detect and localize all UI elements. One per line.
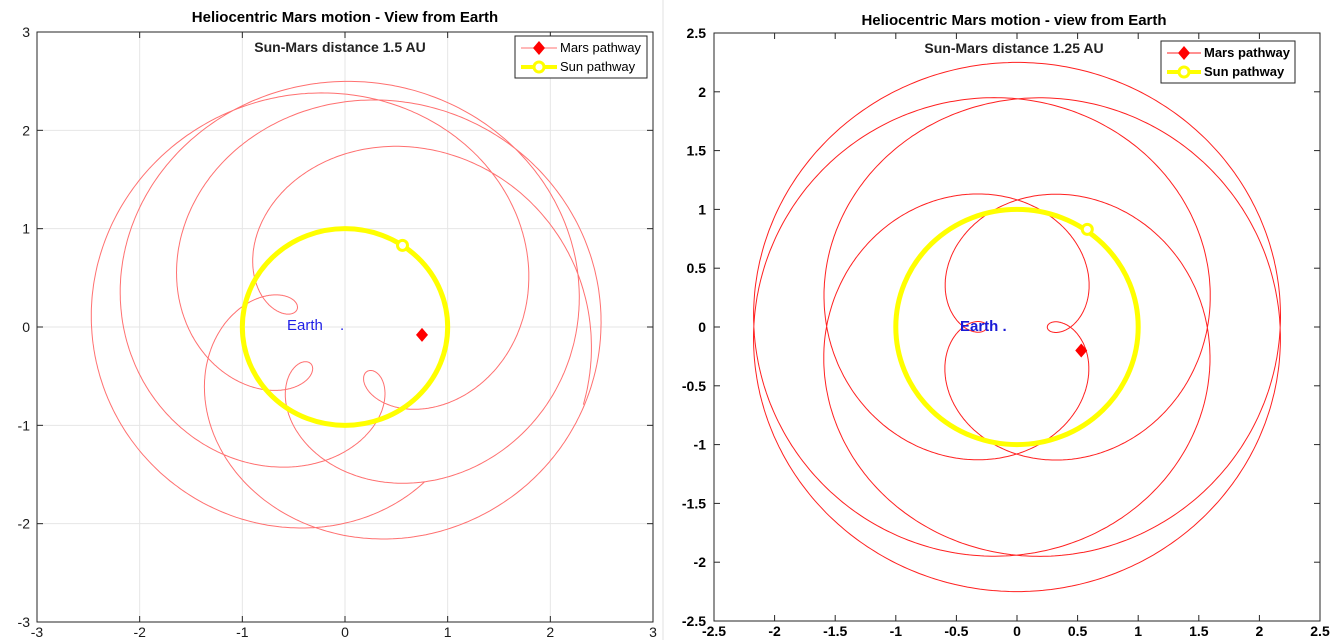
left-chart: -3 -2 -1 0 1 2 3 -3 -2 -1 0 1 2 3 Heliocentric Mars m… [18,9,658,640]
left-ytick-label-4: 1 [22,221,30,237]
left-legend-sun-label: Sun pathway [560,59,636,74]
right-xtick-label-1: -2 [768,623,781,639]
left-chart-title: Heliocentric Mars motion - View from Ear… [192,9,498,26]
left-chart-panel: -3 -2 -1 0 1 2 3 -3 -2 -1 0 1 2 3 Heliocentric Mars m… [0,0,662,640]
left-earth-dot: . [340,317,344,334]
right-xtick-label-0: -2.5 [702,623,726,639]
right-chart-panel: -2.5 -2 -1.5 -1 -0.5 0 0.5 1 1.5 2 2.5 -2.5 -2 -1.5 -1… [664,0,1334,640]
panel-divider [662,0,664,640]
left-earth-label: Earth [287,317,323,334]
right-mars-pathway [753,61,1281,593]
left-xtick-label-3: 0 [341,624,349,640]
right-ytick-label-7: 1 [698,201,706,217]
right-chart: -2.5 -2 -1.5 -1 -0.5 0 0.5 1 1.5 2 2.5 -2.5 -2 -1.5 -1… [682,12,1330,639]
right-xtick-label-5: 0 [1013,623,1021,639]
left-ticks: -3 -2 -1 0 1 2 3 -3 -2 -1 0 1 2 3 [18,24,658,640]
left-sun-marker [395,238,409,252]
left-xtick-label-2: -1 [236,624,249,640]
right-legend-mars-label: Mars pathway [1204,45,1291,60]
right-legend-sun-marker [1177,65,1191,79]
right-ytick-label-10: 2.5 [687,25,707,41]
left-ytick-label-5: 2 [22,122,30,138]
right-legend-mars-marker [1178,46,1190,60]
left-mars-marker [416,327,428,342]
right-earth-label: Earth . [960,318,1007,335]
left-ytick-label-0: -3 [18,614,31,630]
right-ticks: -2.5 -2 -1.5 -1 -0.5 0 0.5 1 1.5 2 2.5 -2.5 -2 -1.5 -1… [682,25,1330,639]
right-xtick-label-4: -0.5 [944,623,968,639]
left-xtick-label-1: -2 [133,624,146,640]
right-legend: Mars pathway Sun pathway [1160,40,1296,84]
left-sun-pathway [239,226,451,428]
left-xtick-label-5: 2 [546,624,554,640]
left-ytick-label-2: -1 [18,417,31,433]
right-xtick-label-8: 1.5 [1189,623,1209,639]
left-mars-pathway [90,80,602,540]
right-ytick-label-1: -2 [694,554,707,570]
right-legend-sun-label: Sun pathway [1204,64,1285,79]
left-ytick-label-6: 3 [22,24,30,40]
right-sun-pathway-group [893,206,1141,448]
left-ytick-label-3: 0 [22,319,30,335]
left-ytick-label-1: -2 [18,516,31,532]
right-xtick-label-9: 2 [1256,623,1264,639]
right-ytick-label-8: 1.5 [687,143,707,159]
right-sun-pathway [893,206,1141,448]
right-plot-background [714,33,1320,621]
left-chart-subtitle: Sun-Mars distance 1.5 AU [254,39,425,55]
left-xtick-label-4: 1 [444,624,452,640]
right-markers-group [1075,222,1094,358]
right-ytick-label-3: -1 [694,437,707,453]
right-ytick-label-6: 0.5 [687,260,707,276]
right-mars-marker [1075,343,1088,358]
right-ytick-label-4: -0.5 [682,378,706,394]
right-sun-marker [1080,222,1094,236]
right-xtick-label-7: 1 [1134,623,1142,639]
right-ytick-label-9: 2 [698,84,706,100]
right-ytick-label-2: -1.5 [682,495,706,511]
left-mars-pathway-group [90,80,602,540]
right-ytick-label-5: 0 [698,319,706,335]
left-xtick-label-0: -3 [31,624,44,640]
left-legend-mars-label: Mars pathway [560,40,641,55]
right-chart-subtitle: Sun-Mars distance 1.25 AU [924,40,1103,56]
right-xtick-label-2: -1.5 [823,623,847,639]
right-xtick-label-10: 2.5 [1310,623,1330,639]
left-xtick-label-6: 3 [649,624,657,640]
right-ytick-label-0: -2.5 [682,613,706,629]
right-xtick-label-3: -1 [890,623,903,639]
left-legend-sun-marker [532,60,546,74]
right-xtick-label-6: 0.5 [1068,623,1088,639]
left-legend: Mars pathway Sun pathway [514,35,648,79]
left-legend-mars-marker [533,41,545,55]
right-chart-title: Heliocentric Mars motion - view from Ear… [861,12,1166,29]
left-sun-pathway-group [239,226,451,428]
left-markers-group [395,238,428,342]
right-mars-pathway-group [753,61,1281,593]
